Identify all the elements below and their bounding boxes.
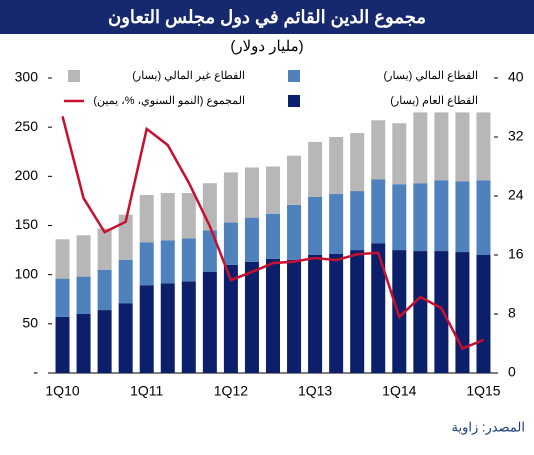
bar-segment bbox=[223, 222, 238, 265]
x-tick-label: 1Q14 bbox=[382, 383, 416, 399]
bar-segment bbox=[202, 230, 217, 272]
bar-segment bbox=[371, 243, 386, 373]
line-series bbox=[61, 116, 484, 351]
bar-segment bbox=[392, 250, 407, 373]
bar-segment bbox=[244, 167, 259, 218]
legend-label: القطاع غير المالي (يسار) bbox=[132, 70, 245, 82]
y2-tick-label: 0 bbox=[508, 364, 516, 380]
legend-swatch bbox=[288, 70, 300, 82]
bar-segment bbox=[55, 316, 70, 373]
bar-segment bbox=[455, 112, 470, 182]
x-tick-label: 1Q15 bbox=[466, 383, 500, 399]
bar-segment bbox=[181, 193, 196, 239]
bar-segment bbox=[329, 137, 344, 195]
bar-segment bbox=[371, 120, 386, 180]
bar-segment bbox=[160, 193, 175, 241]
bar-segment bbox=[434, 251, 449, 373]
y2-tick-label: 8 bbox=[508, 305, 516, 321]
y-tick-label: 200 bbox=[15, 167, 39, 183]
chart-subtitle: (مليار دولار) bbox=[230, 38, 303, 55]
bar-segment bbox=[139, 242, 154, 286]
x-tick-label: 1Q11 bbox=[130, 383, 163, 399]
bar-segment bbox=[434, 180, 449, 252]
y-tick-label: 300 bbox=[15, 69, 39, 85]
bar-segment bbox=[202, 183, 217, 231]
bar-segment bbox=[118, 214, 133, 260]
x-tick-label: 1Q10 bbox=[45, 383, 79, 399]
bar-segment bbox=[308, 255, 323, 373]
chart-title: مجموع الدين القائم في دول مجلس التعاون bbox=[108, 7, 426, 28]
bar-segment bbox=[455, 181, 470, 253]
bar-segment bbox=[434, 112, 449, 181]
bar-segment bbox=[287, 155, 302, 205]
x-tick-label: 1Q12 bbox=[214, 383, 248, 399]
y2-tick-label: 32 bbox=[508, 128, 524, 144]
bar-segment bbox=[118, 259, 133, 304]
bar-segment bbox=[202, 271, 217, 373]
bar-segment bbox=[371, 179, 386, 244]
source-note: المصدر: زاوية bbox=[452, 419, 525, 435]
bar-segment bbox=[308, 141, 323, 197]
bar-segment bbox=[266, 258, 280, 373]
bar-segment bbox=[160, 283, 175, 373]
bar-segment bbox=[266, 166, 280, 214]
y-tick-label: 250 bbox=[15, 118, 39, 134]
bar-segment bbox=[413, 251, 428, 373]
bar-segment bbox=[476, 255, 491, 373]
bar-segment bbox=[244, 261, 259, 373]
bar-segment bbox=[476, 180, 491, 255]
bar-segment bbox=[392, 184, 407, 251]
bar-segment bbox=[76, 276, 91, 314]
bar-segment bbox=[97, 228, 112, 270]
bar-segment bbox=[223, 172, 238, 223]
bar-segment bbox=[76, 314, 91, 373]
bar-segment bbox=[308, 196, 323, 255]
legend-label: القطاع المالي (يسار) bbox=[383, 70, 478, 82]
bar-segment bbox=[97, 269, 112, 311]
legend-swatch bbox=[68, 70, 80, 82]
bar-segment bbox=[392, 123, 407, 185]
bar-segment bbox=[223, 264, 238, 373]
bar-segment bbox=[350, 250, 365, 373]
y-tick-label: 50 bbox=[22, 315, 38, 331]
bar-segment bbox=[350, 191, 365, 251]
bar-segment bbox=[287, 204, 302, 260]
y-tick-label: 100 bbox=[15, 265, 39, 281]
bar-segment bbox=[139, 285, 154, 373]
bar-segment bbox=[139, 195, 154, 243]
bar-segment bbox=[455, 252, 470, 373]
y-tick-label: 150 bbox=[15, 216, 39, 232]
bar-segment bbox=[181, 281, 196, 373]
bar-segment bbox=[476, 112, 491, 181]
bar-segment bbox=[329, 194, 344, 255]
bar-segment bbox=[118, 303, 133, 373]
bar-segment bbox=[76, 235, 91, 277]
bar-segment bbox=[97, 310, 112, 373]
y2-tick-label: 40 bbox=[508, 69, 524, 85]
y-tick-label: - bbox=[33, 364, 38, 380]
bar-segment bbox=[329, 254, 344, 373]
legend-swatch bbox=[288, 95, 300, 107]
y2-tick-label: 16 bbox=[508, 246, 524, 262]
title-banner bbox=[0, 0, 534, 34]
legend-label: القطاع العام (يسار) bbox=[390, 95, 478, 107]
bar-segment bbox=[244, 217, 259, 262]
bar-segment bbox=[350, 133, 365, 192]
y2-tick-label: 24 bbox=[508, 187, 524, 203]
bar-segment bbox=[287, 259, 302, 373]
bar-segment bbox=[413, 112, 428, 184]
legend-label: المجموع (النمو السنوي، %، يمين) bbox=[93, 95, 245, 107]
bar-segment bbox=[181, 238, 196, 282]
bar-segment bbox=[413, 183, 428, 252]
bar-segment bbox=[55, 278, 70, 317]
bar-segment bbox=[55, 239, 70, 279]
bar-segment bbox=[160, 240, 175, 284]
x-tick-label: 1Q13 bbox=[298, 383, 332, 399]
bar-segment bbox=[266, 213, 280, 259]
